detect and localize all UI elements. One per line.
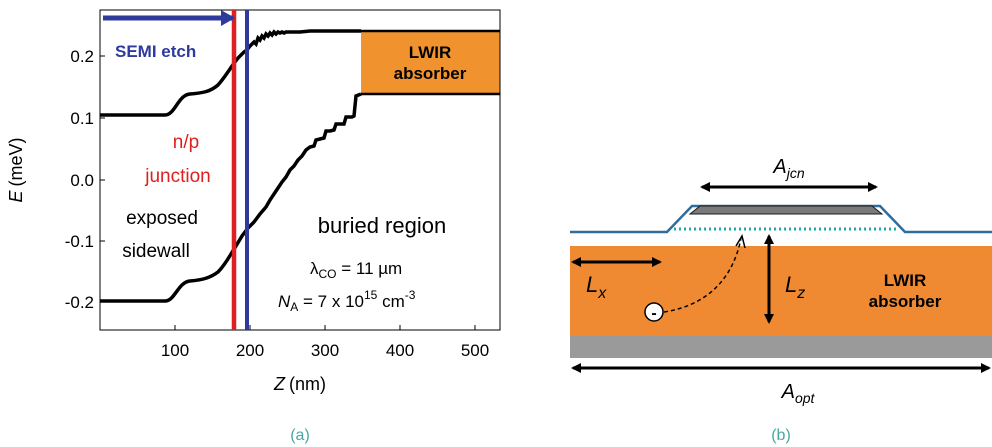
x-tick-label: 300 bbox=[311, 341, 339, 360]
caption-b: (b) bbox=[771, 427, 791, 444]
buried-region-label: buried region bbox=[318, 213, 446, 238]
y-ticks bbox=[100, 55, 105, 303]
doping-label: NA = 7 x 1015 cm-3 bbox=[278, 288, 416, 314]
electron-icon bbox=[644, 302, 664, 322]
semi-etch-label: SEMI etch bbox=[115, 42, 196, 61]
x-ticks bbox=[174, 325, 476, 330]
aopt-label: Aopt bbox=[781, 381, 816, 406]
np-junction-label-line2: junction bbox=[144, 166, 211, 187]
lz-label: Lz bbox=[785, 272, 805, 302]
absorber-label-line1: LWIR bbox=[884, 271, 927, 290]
electron-sign: - bbox=[651, 305, 656, 322]
panel-a: 0.2 0.1 0.0 -0.1 -0.2 100 200 300 400 50… bbox=[6, 9, 501, 444]
absorber-label-line1: LWIR bbox=[409, 43, 452, 62]
caption-a: (a) bbox=[290, 427, 310, 444]
x-tick-label: 200 bbox=[236, 341, 264, 360]
plot-frame bbox=[99, 9, 501, 331]
lwir-absorber-layer bbox=[570, 246, 992, 336]
y-tick-label: 0.1 bbox=[70, 109, 94, 128]
junction-contact bbox=[688, 205, 884, 215]
y-tick-label: -0.1 bbox=[65, 232, 94, 251]
diffusion-arrowhead bbox=[735, 234, 746, 249]
exposed-sidewall-line1: exposed bbox=[126, 208, 198, 229]
lx-label: Lx bbox=[586, 272, 607, 302]
x-axis-title: Z (nm) bbox=[273, 374, 326, 394]
y-tick-label: 0.2 bbox=[70, 47, 94, 66]
lwir-absorber-box bbox=[361, 31, 500, 94]
x-tick-label: 400 bbox=[386, 341, 414, 360]
diffusion-path bbox=[663, 237, 742, 313]
x-tick-label: 100 bbox=[161, 341, 189, 360]
cutoff-wavelength-label: λCO = 11 µm bbox=[310, 259, 402, 281]
substrate-layer bbox=[570, 336, 992, 358]
y-tick-label: -0.2 bbox=[65, 293, 94, 312]
absorber-label-line2: absorber bbox=[869, 292, 942, 311]
y-tick-label: 0.0 bbox=[70, 171, 94, 190]
np-junction-label-line1: n/p bbox=[173, 132, 199, 153]
ajcn-label: Ajcn bbox=[772, 156, 804, 181]
y-axis-title: E(meV) bbox=[6, 137, 26, 202]
upper-band-curve bbox=[100, 29, 361, 117]
absorber-label-line2: absorber bbox=[394, 64, 467, 83]
exposed-sidewall-line2: sidewall bbox=[122, 241, 190, 262]
panel-b: Ajcn Lx Lz LWIR absorber - Aopt (b) bbox=[570, 156, 992, 444]
x-tick-label: 500 bbox=[461, 341, 489, 360]
